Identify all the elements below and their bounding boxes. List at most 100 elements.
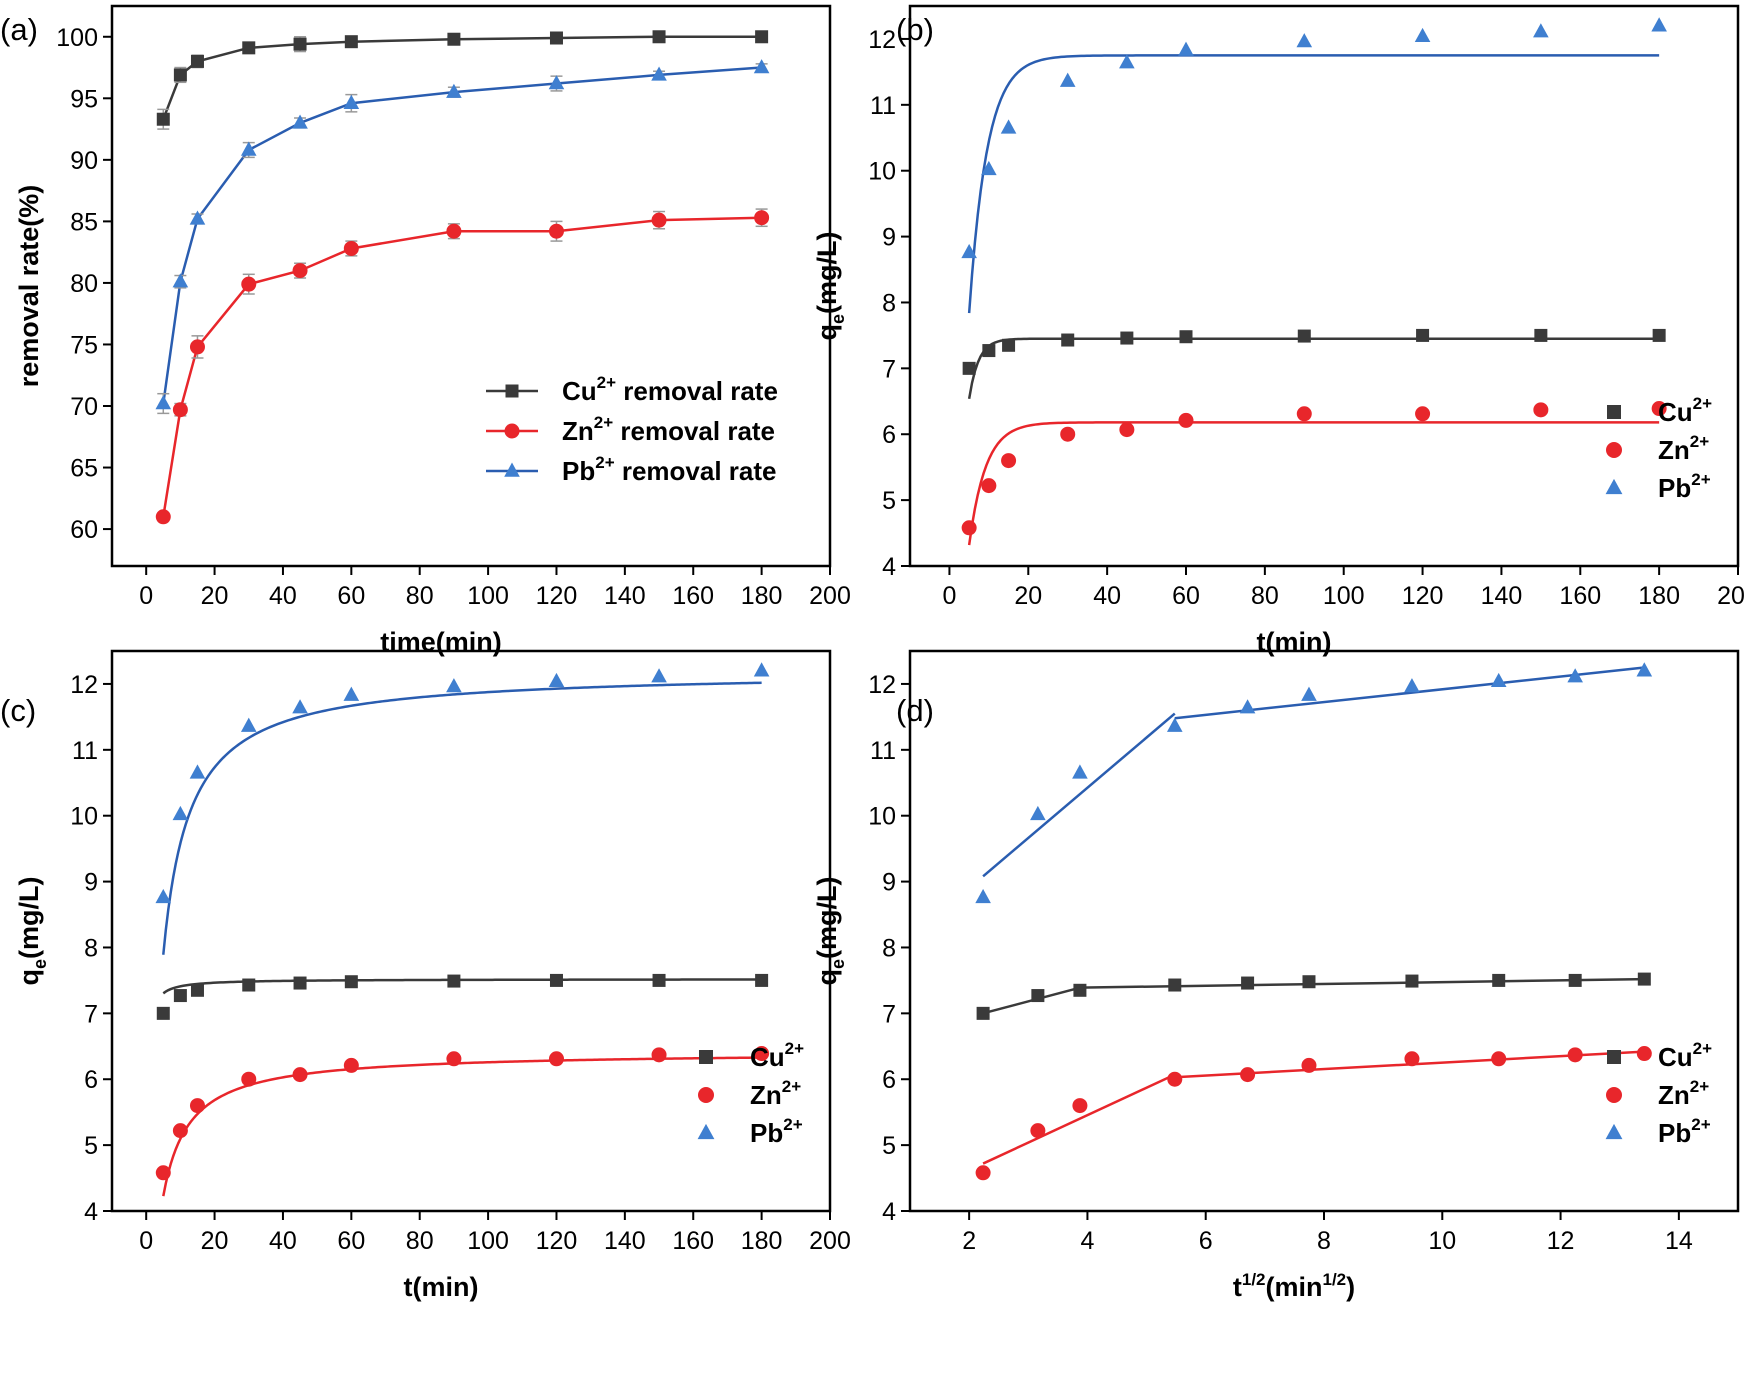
series-zn <box>155 208 770 525</box>
data-point <box>343 1057 359 1073</box>
data-point <box>1404 678 1420 693</box>
data-point <box>1490 672 1507 688</box>
x-tick-label: 120 <box>1402 582 1444 610</box>
data-point <box>548 223 564 239</box>
series-pb <box>961 17 1667 314</box>
series-zn <box>155 1046 770 1197</box>
data-point <box>1404 1051 1420 1067</box>
data-point <box>652 30 666 44</box>
y-tick-label: 10 <box>868 158 896 186</box>
y-axis-title: qe(mg/L) <box>14 877 50 986</box>
panel-label: (c) <box>0 693 36 728</box>
data-point <box>173 68 187 82</box>
legend-marker <box>1605 478 1623 495</box>
data-point <box>1301 1057 1317 1073</box>
series-pb <box>975 662 1653 904</box>
data-point <box>241 276 257 292</box>
legend-label: Pb2+ <box>1658 470 1711 503</box>
data-point <box>753 662 770 677</box>
data-point <box>755 30 769 44</box>
legend-label: Cu2+ removal rate <box>562 373 778 406</box>
data-point <box>549 973 563 987</box>
series-cu <box>962 328 1666 400</box>
data-point <box>344 35 358 49</box>
data-point <box>1179 330 1193 344</box>
x-tick-label: 10 <box>1428 1227 1456 1255</box>
data-point <box>1636 1046 1652 1062</box>
legend: Cu2+ removal rate Zn2+ removal rate Pb2+ r… <box>486 373 778 486</box>
legend: Cu2+ Zn2+ Pb2+ <box>1605 394 1712 503</box>
data-point <box>446 223 462 239</box>
fit-curve <box>967 337 1660 400</box>
data-point <box>189 764 206 779</box>
data-point <box>1178 41 1194 56</box>
data-point <box>1072 1098 1088 1114</box>
data-point <box>343 240 359 256</box>
y-tick-label: 5 <box>882 487 896 515</box>
data-point <box>754 210 770 226</box>
data-point <box>242 978 256 992</box>
y-tick-label: 80 <box>70 270 98 298</box>
x-axis-title: time(min) <box>380 627 502 657</box>
y-tick-label: 9 <box>84 869 98 897</box>
legend: Cu2+ Zn2+ Pb2+ <box>697 1039 804 1148</box>
data-point <box>156 112 170 126</box>
data-point <box>155 1165 171 1181</box>
legend-marker <box>698 1087 714 1103</box>
legend-label: Pb2+ <box>1658 1115 1711 1148</box>
data-point <box>189 339 205 355</box>
data-point <box>242 41 256 55</box>
y-tick-label: 7 <box>84 1000 98 1028</box>
legend-marker <box>697 1123 715 1140</box>
chart-panel: (a) 0 20 40 60 80 100 120 140 160 180 200 60 65 70 75 80… <box>0 4 851 657</box>
x-tick-label: 80 <box>406 582 434 610</box>
data-point <box>1030 1123 1046 1139</box>
y-tick-label: 70 <box>70 393 98 421</box>
data-point <box>173 989 187 1003</box>
x-tick-label: 160 <box>1559 582 1601 610</box>
data-point <box>1416 328 1430 342</box>
data-point <box>1534 328 1548 342</box>
data-point <box>1002 338 1016 352</box>
x-tick-label: 0 <box>139 1227 153 1255</box>
y-tick-label: 6 <box>84 1066 98 1094</box>
y-tick-label: 4 <box>882 553 896 581</box>
x-tick-label: 180 <box>741 1227 783 1255</box>
x-tick-label: 6 <box>1199 1227 1213 1255</box>
data-point <box>1001 453 1017 469</box>
data-point <box>1637 972 1651 986</box>
data-point <box>292 1067 308 1083</box>
data-point <box>754 1046 770 1062</box>
y-axis-title: removal rate(%) <box>14 185 44 388</box>
fit-curve <box>967 54 1660 314</box>
data-point <box>976 1006 990 1020</box>
data-point <box>447 974 461 988</box>
legend-label: Pb2+ removal rate <box>562 453 777 486</box>
data-point <box>240 141 257 156</box>
legend-label: Cu2+ <box>1658 394 1712 427</box>
data-point <box>1567 668 1583 683</box>
y-tick-label: 7 <box>882 1000 896 1028</box>
x-tick-label: 20 <box>1014 582 1042 610</box>
data-point <box>292 699 308 714</box>
data-point <box>1239 699 1256 714</box>
y-tick-label: 10 <box>70 803 98 831</box>
series-cu <box>156 30 769 130</box>
x-tick-label: 100 <box>467 582 509 610</box>
panel-label: (b) <box>896 12 934 47</box>
data-point <box>549 31 563 45</box>
x-tick-label: 180 <box>741 582 783 610</box>
legend-label: Zn2+ <box>1658 432 1709 465</box>
fit-segment <box>982 1073 1176 1165</box>
data-point <box>293 37 307 51</box>
y-tick-label: 12 <box>868 26 896 54</box>
y-tick-label: 95 <box>70 85 98 113</box>
data-point <box>190 983 204 997</box>
y-tick-label: 6 <box>882 421 896 449</box>
x-tick-label: 160 <box>672 1227 714 1255</box>
data-point <box>548 1051 564 1067</box>
x-tick-label: 60 <box>1172 582 1200 610</box>
series-pb <box>155 59 770 415</box>
legend-marker <box>1606 1087 1622 1103</box>
legend-label: Cu2+ <box>1658 1039 1712 1072</box>
